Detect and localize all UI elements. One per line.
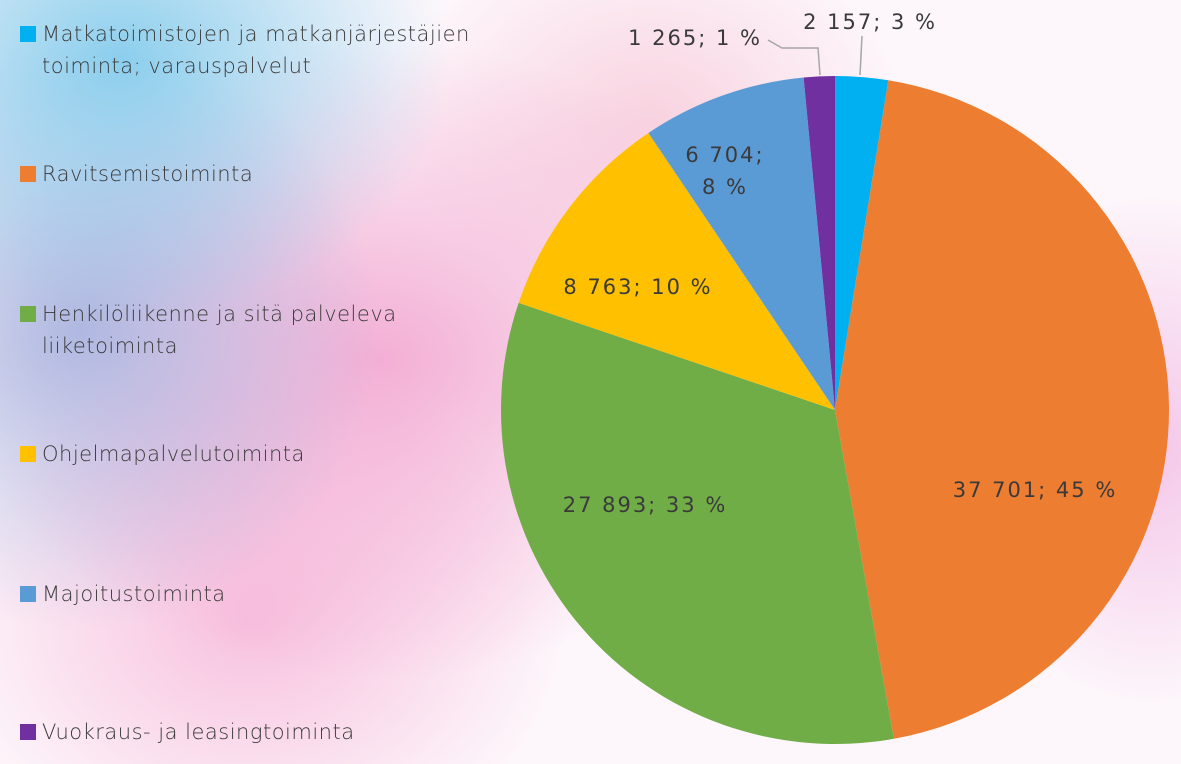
- legend-item: Ohjelmapalvelutoiminta: [20, 438, 460, 470]
- legend-label: Henkilöliikenne ja sitä palveleva liiket…: [42, 298, 460, 362]
- legend-item: Matkatoimistojen ja matkanjärjestäjien t…: [20, 18, 540, 82]
- legend-label: Vuokraus- ja leasingtoiminta: [42, 716, 355, 748]
- data-label: 1 265; 1 %: [628, 22, 762, 54]
- pie-slice: [835, 80, 1169, 738]
- legend-item: Vuokraus- ja leasingtoiminta: [20, 716, 460, 748]
- legend-label: Ohjelmapalvelutoiminta: [42, 438, 305, 470]
- data-label: 6 704; 8 %: [680, 139, 770, 203]
- leader-line: [860, 36, 862, 75]
- legend-item: Henkilöliikenne ja sitä palveleva liiket…: [20, 298, 460, 362]
- legend-swatch: [20, 586, 36, 602]
- legend-swatch: [20, 26, 36, 42]
- legend-swatch: [20, 306, 36, 322]
- data-label: 37 701; 45 %: [953, 474, 1118, 506]
- data-label: 8 763; 10 %: [563, 271, 712, 303]
- data-label: 27 893; 33 %: [563, 489, 728, 521]
- legend-label: Majoitustoiminta: [42, 578, 226, 610]
- legend-swatch: [20, 446, 36, 462]
- legend-swatch: [20, 166, 36, 182]
- chart: [0, 0, 1181, 764]
- page: {"chart_data": {"type": "pie", "categori…: [0, 0, 1181, 764]
- legend-item: Ravitsemistoiminta: [20, 158, 460, 190]
- legend-swatch: [20, 724, 36, 740]
- legend-item: Majoitustoiminta: [20, 578, 460, 610]
- legend-label: Matkatoimistojen ja matkanjärjestäjien t…: [42, 18, 540, 82]
- leader-line: [768, 40, 820, 75]
- data-label: 2 157; 3 %: [803, 6, 937, 38]
- legend-label: Ravitsemistoiminta: [42, 158, 253, 190]
